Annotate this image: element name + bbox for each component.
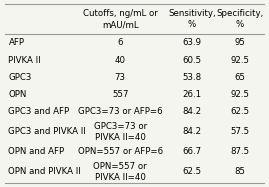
Text: 84.2: 84.2	[182, 127, 201, 136]
Text: OPN and AFP: OPN and AFP	[9, 147, 65, 156]
Text: PIVKA II: PIVKA II	[9, 56, 41, 65]
Text: GPC3 and PIVKA II: GPC3 and PIVKA II	[9, 127, 86, 136]
Text: Sensitivity,
%: Sensitivity, %	[168, 9, 216, 29]
Text: 85: 85	[234, 167, 245, 176]
Text: 66.7: 66.7	[182, 147, 201, 156]
Text: 95: 95	[234, 38, 245, 47]
Text: GPC3=73 or AFP=6: GPC3=73 or AFP=6	[78, 107, 162, 117]
Text: 84.2: 84.2	[182, 107, 201, 117]
Text: AFP: AFP	[9, 38, 24, 47]
Text: 62.5: 62.5	[230, 107, 249, 117]
Text: 40: 40	[115, 56, 126, 65]
Text: OPN=557 or
PIVKA II=40: OPN=557 or PIVKA II=40	[94, 162, 147, 182]
Text: 65: 65	[234, 73, 245, 82]
Text: 6: 6	[118, 38, 123, 47]
Text: Cutoffs, ng/mL or
mAU/mL: Cutoffs, ng/mL or mAU/mL	[83, 9, 158, 29]
Text: GPC3: GPC3	[9, 73, 32, 82]
Text: GPC3=73 or
PIVKA II=40: GPC3=73 or PIVKA II=40	[94, 122, 147, 142]
Text: 53.8: 53.8	[182, 73, 201, 82]
Text: 73: 73	[115, 73, 126, 82]
Text: 557: 557	[112, 90, 129, 99]
Text: 87.5: 87.5	[230, 147, 249, 156]
Text: OPN: OPN	[9, 90, 27, 99]
Text: 92.5: 92.5	[230, 56, 249, 65]
Text: GPC3 and AFP: GPC3 and AFP	[9, 107, 70, 117]
Text: 57.5: 57.5	[230, 127, 249, 136]
Text: 26.1: 26.1	[182, 90, 201, 99]
Text: 62.5: 62.5	[182, 167, 201, 176]
Text: Specificity,
%: Specificity, %	[216, 9, 263, 29]
Text: OPN=557 or AFP=6: OPN=557 or AFP=6	[78, 147, 163, 156]
Text: 60.5: 60.5	[182, 56, 201, 65]
Text: 63.9: 63.9	[182, 38, 201, 47]
Text: OPN and PIVKA II: OPN and PIVKA II	[9, 167, 81, 176]
Text: 92.5: 92.5	[230, 90, 249, 99]
